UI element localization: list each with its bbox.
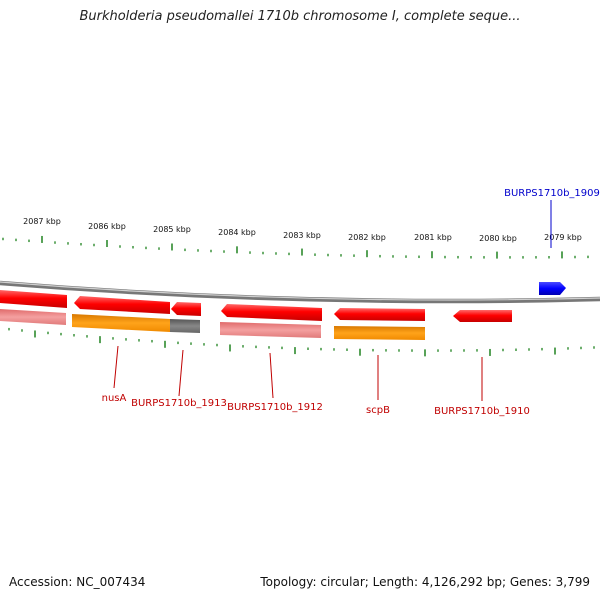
label-BURPS1710b_1909[interactable]: BURPS1710b_1909: [504, 188, 600, 199]
map-title: Burkholderia pseudomallei 1710b chromoso…: [79, 9, 521, 24]
gene-BURPS1710b_1912[interactable]: [221, 304, 322, 321]
kbp-label: 2083 kbp: [283, 231, 321, 240]
outer-tick-track: [2, 235, 589, 259]
label-BURPS1710b_1913[interactable]: BURPS1710b_1913: [131, 398, 227, 409]
label-leaders: [113, 345, 483, 401]
gene-partial-left[interactable]: [0, 290, 67, 308]
chromosome-backbone-highlight: [0, 281, 600, 301]
chromosome-backbone: [0, 280, 600, 304]
label-nusA[interactable]: nusA: [102, 393, 127, 404]
gene-nusA[interactable]: [74, 296, 170, 314]
label-scpB[interactable]: scpB: [366, 405, 390, 416]
kbp-label: 2081 kbp: [414, 233, 452, 242]
feature-pink-left: [0, 309, 66, 325]
inner-tick-track: [8, 327, 595, 357]
kbp-label: 2085 kbp: [153, 225, 191, 234]
label-BURPS1710b_1912[interactable]: BURPS1710b_1912: [227, 402, 323, 413]
gene-BURPS1710b_1913[interactable]: [171, 302, 201, 316]
feature-gray-1913: [170, 319, 200, 333]
kbp-scale: 2087 kbp 2086 kbp 2085 kbp 2084 kbp 2083…: [23, 217, 582, 243]
gene-scpB[interactable]: [334, 308, 425, 321]
kbp-label: 2084 kbp: [218, 228, 256, 237]
feature-orange-nusA: [72, 314, 170, 332]
leader-1913: [178, 349, 184, 397]
kbp-label: 2086 kbp: [88, 222, 126, 231]
kbp-label: 2087 kbp: [23, 217, 61, 226]
feature-orange-scpB: [334, 326, 425, 340]
feature-pink-1912: [220, 322, 321, 338]
gene-BURPS1710b_1910[interactable]: [453, 310, 512, 322]
topology-stats-text: Topology: circular; Length: 4,126,292 bp…: [260, 575, 590, 589]
label-BURPS1710b_1910[interactable]: BURPS1710b_1910: [434, 406, 530, 417]
kbp-label: 2079 kbp: [544, 233, 582, 242]
gene-BURPS1710b_1909[interactable]: [539, 282, 566, 295]
kbp-label: 2080 kbp: [479, 234, 517, 243]
accession-text: Accession: NC_007434: [9, 575, 146, 589]
kbp-label: 2082 kbp: [348, 233, 386, 242]
leader-1912: [269, 352, 274, 399]
leader-nusA: [113, 345, 119, 389]
